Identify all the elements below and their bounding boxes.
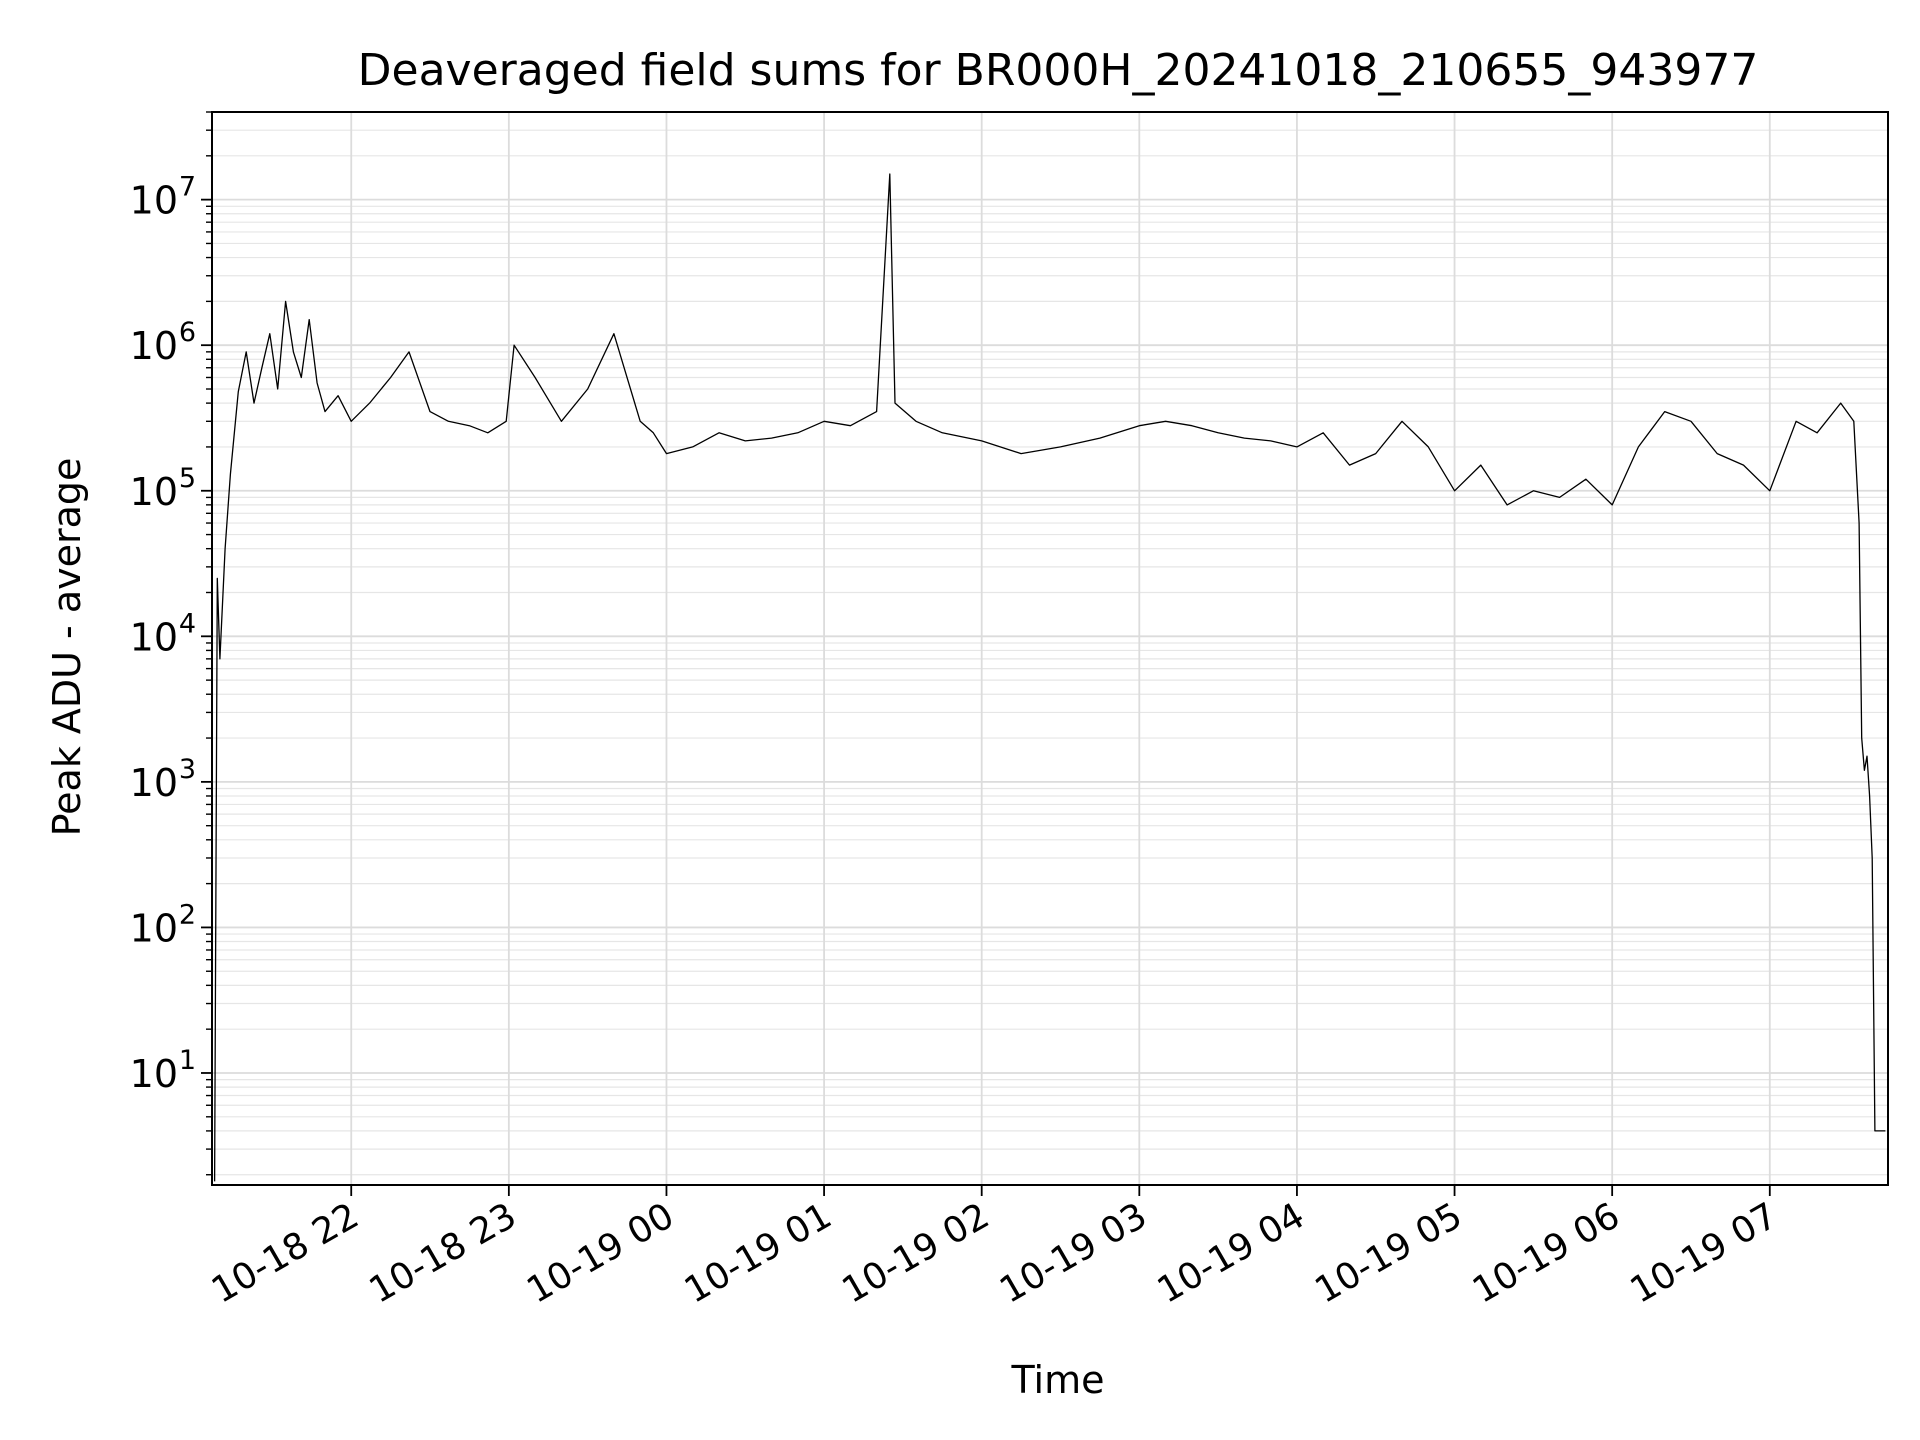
y-tick-label-base: 10 <box>130 761 178 805</box>
y-tick-label: 10 <box>130 324 178 368</box>
major-gridlines <box>212 112 1888 1185</box>
y-tick-label-base: 10 <box>130 324 178 368</box>
chart-title: Deaveraged field sums for BR000H_2024101… <box>358 45 1759 96</box>
y-tick-label-base: 10 <box>130 179 178 223</box>
minor-gridlines <box>212 111 1888 1176</box>
y-tick-label: 10 <box>130 906 178 950</box>
y-tick-label-base: 10 <box>130 906 178 950</box>
y-tick-label-base: 10 <box>130 470 178 514</box>
y-tick-label: 10 <box>130 761 178 805</box>
series-line <box>213 173 1886 1182</box>
y-tick-label-base: 10 <box>130 615 178 659</box>
plot-area <box>211 111 1889 1186</box>
y-tick-label-exponent: 4 <box>179 608 196 639</box>
y-tick-label-exponent: 6 <box>179 317 196 348</box>
y-tick-label-base: 10 <box>130 1052 178 1096</box>
y-tick-label-exponent: 5 <box>179 463 196 494</box>
y-tick-label: 10 <box>130 470 178 514</box>
x-axis-label: Time <box>1011 1358 1105 1402</box>
y-tick-label: 10 <box>130 615 178 659</box>
y-tick-label: 10 <box>130 179 178 223</box>
y-tick-label-exponent: 2 <box>179 899 196 930</box>
y-tick-label: 10 <box>130 1052 178 1096</box>
y-axis-label: Peak ADU - average <box>45 458 89 837</box>
y-tick-label-exponent: 7 <box>179 172 196 203</box>
axes-frame <box>211 111 1889 1186</box>
y-tick-label-exponent: 1 <box>179 1045 196 1076</box>
y-tick-label-exponent: 3 <box>179 754 196 785</box>
